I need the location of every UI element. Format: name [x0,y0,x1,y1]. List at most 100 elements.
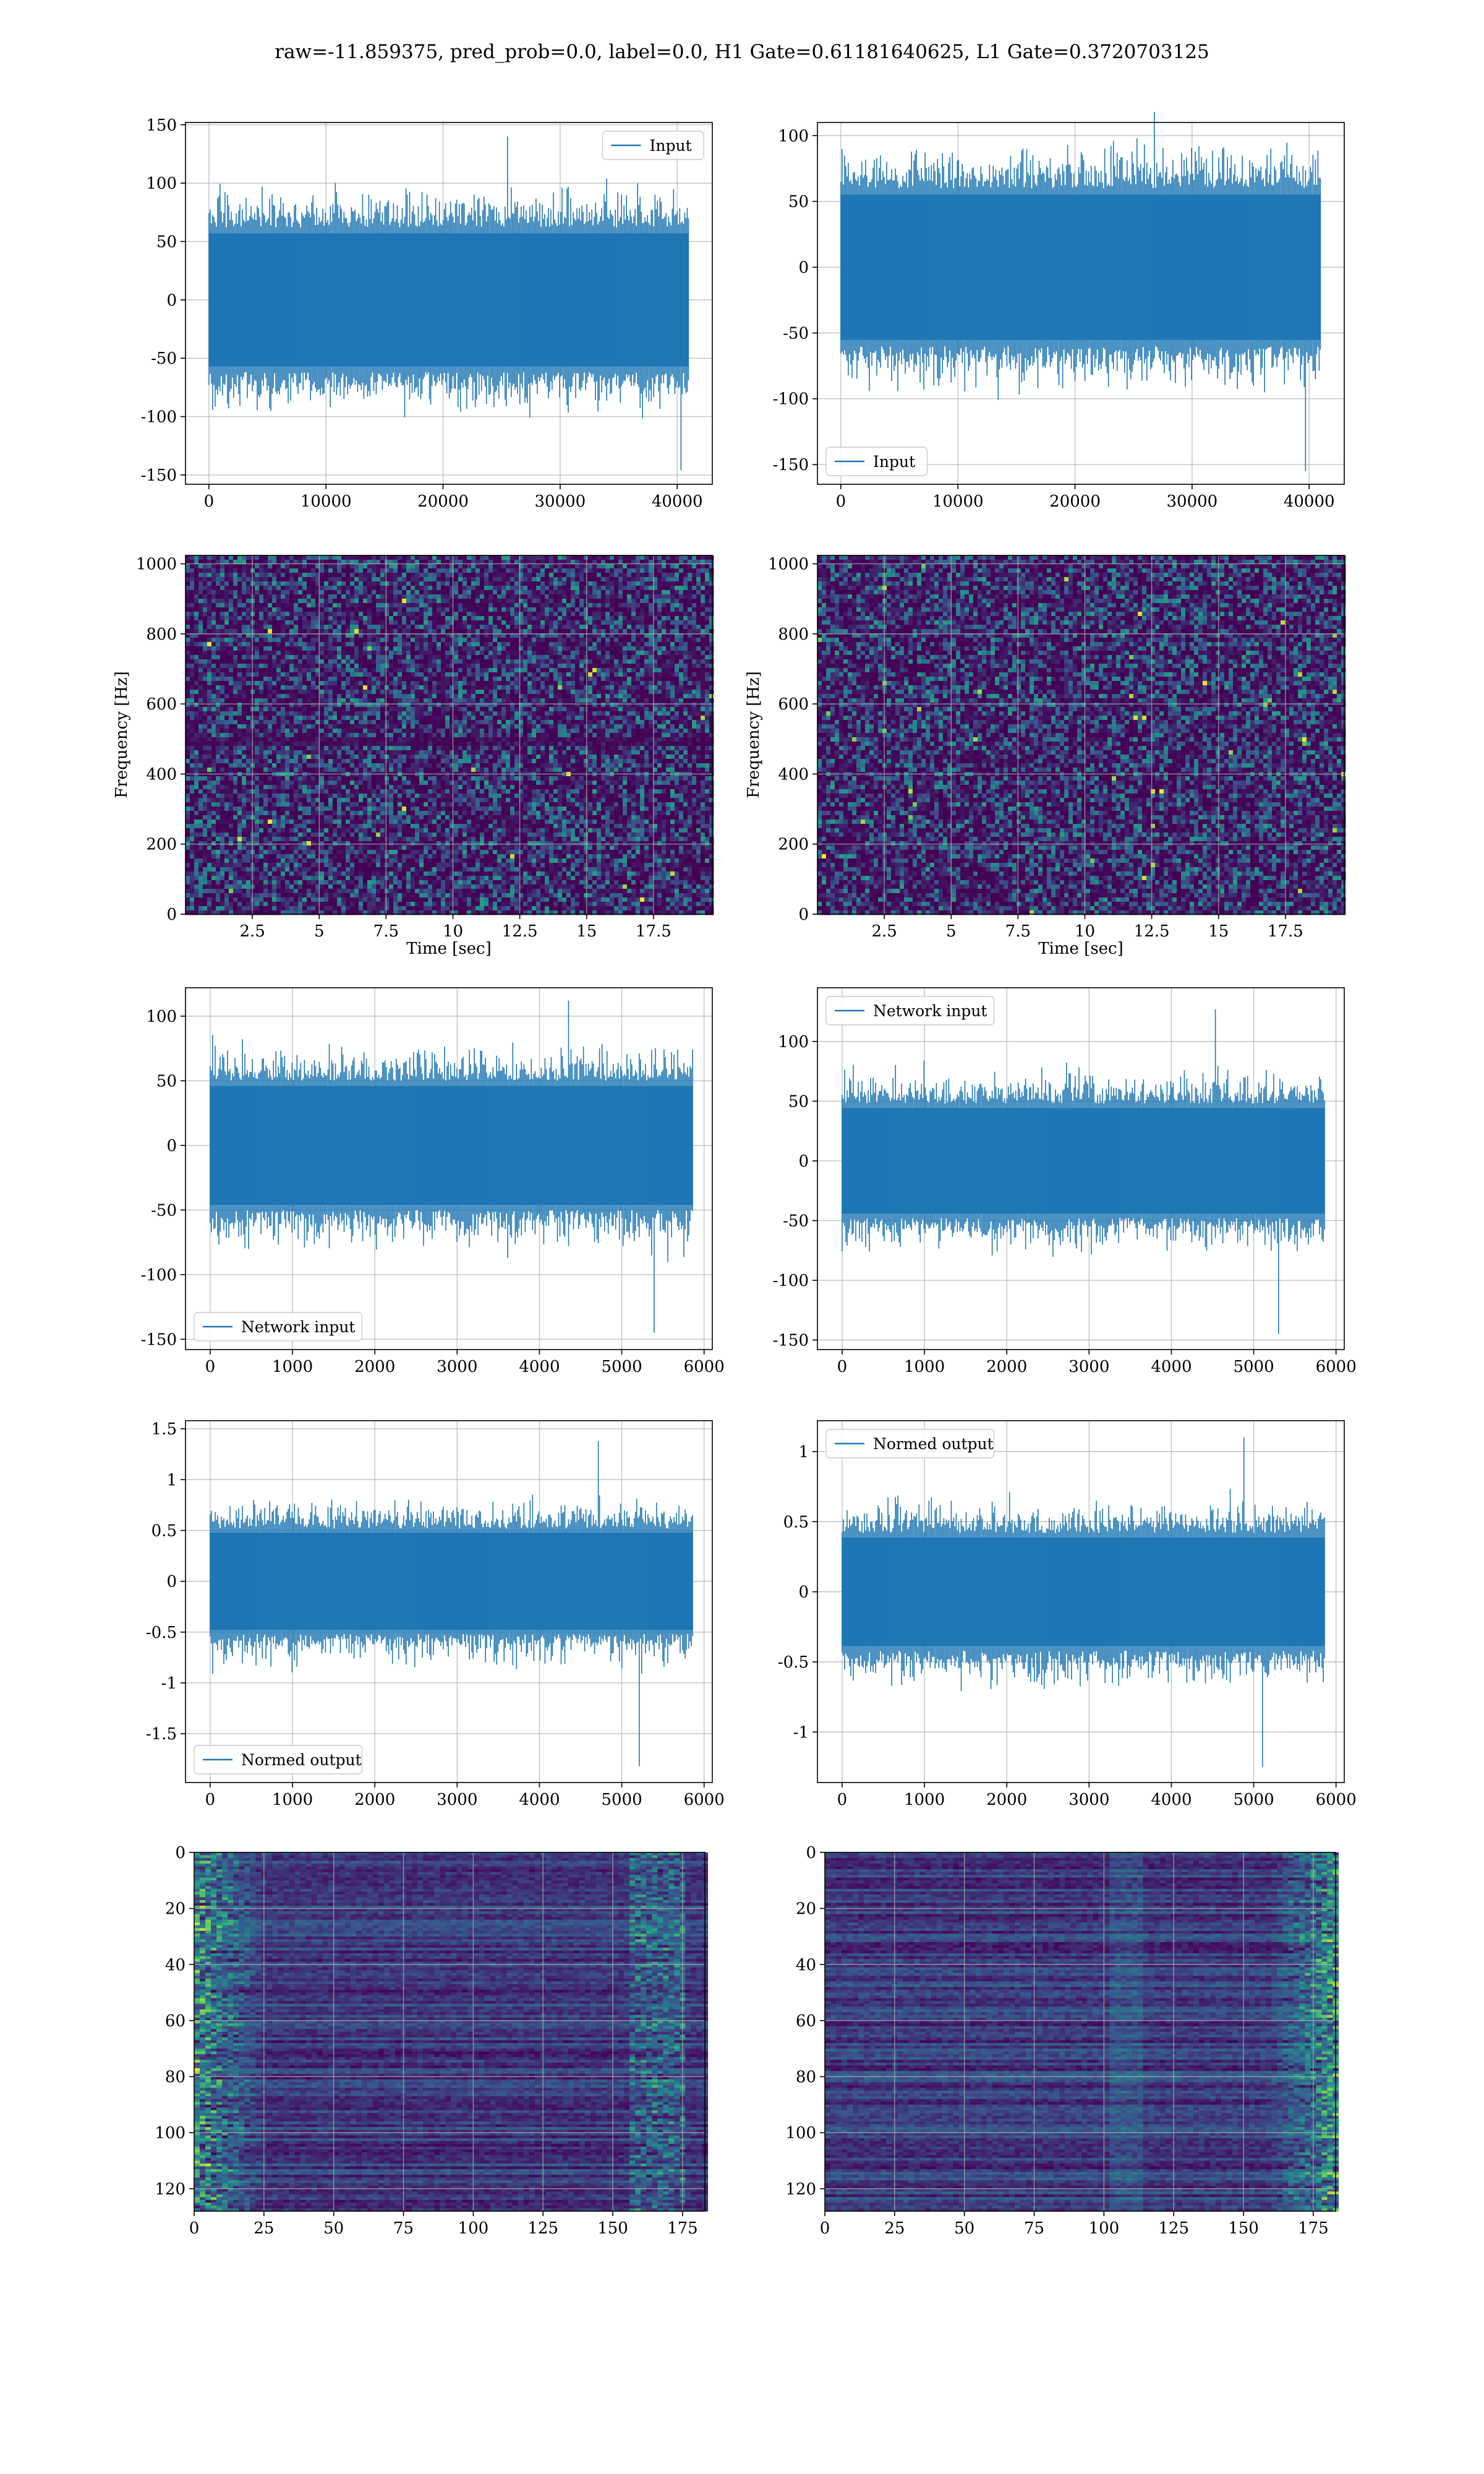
heatmap-cell [623,625,628,630]
heatmap-cell [406,586,411,591]
heatmap-cell [501,677,506,682]
heatmap-cell [289,690,294,695]
heatmap-cell [198,564,203,569]
heatmap-cell [705,603,710,608]
heatmap-cell [359,620,364,625]
y-tick-label: 0 [798,259,809,277]
heatmap-cell [523,638,528,643]
heatmap-cell [415,655,420,660]
heatmap-cell [480,664,485,669]
heatmap-cell [579,573,584,578]
heatmap-cell [463,586,467,591]
heatmap-cell [562,581,567,586]
heatmap-cell [562,672,567,677]
heatmap-cell [636,603,641,608]
heatmap-cell [419,555,424,560]
heatmap-cell [605,581,610,586]
heatmap-cell [367,629,372,634]
heatmap-cell [406,651,411,656]
heatmap-cell [709,638,714,643]
heatmap-cell [566,555,571,560]
heatmap-cell [324,586,329,591]
heatmap-cell [324,685,329,690]
heatmap-cell [211,599,216,604]
heatmap-cell [246,677,251,682]
heatmap-cell [190,664,195,669]
heatmap-cell [242,659,247,664]
heatmap-cell [285,577,290,582]
heatmap-cell [657,603,662,608]
heatmap-cell [298,668,303,673]
heatmap-cell [592,677,597,682]
heatmap-cell [437,599,441,604]
heatmap-cell [484,664,489,669]
heatmap-cell [246,620,251,625]
heatmap-cell [350,681,355,686]
heatmap-cell [419,573,424,578]
heatmap-cell [198,581,203,586]
heatmap-cell [211,629,216,634]
heatmap-cell [393,594,398,599]
heatmap-cell [493,690,498,695]
heatmap-cell [385,573,390,578]
heatmap-cell [289,568,294,573]
heatmap-cell [186,651,190,656]
heatmap-cell [307,616,312,621]
heatmap-cell [584,651,589,656]
heatmap-cell [333,607,338,612]
heatmap-cell [263,638,268,643]
heatmap-cell [493,668,498,673]
heatmap-cell [614,629,619,634]
heatmap-cell [207,629,212,634]
heatmap-cell [618,646,623,651]
heatmap-cell [463,620,467,625]
heatmap-cell [372,603,377,608]
heatmap-cell [709,594,714,599]
heatmap-cell [211,612,216,617]
heatmap-cell [571,664,576,669]
heatmap-cell [527,586,532,591]
heatmap-cell [424,586,429,591]
heatmap-cell [354,690,359,695]
heatmap-cell [324,599,329,604]
heatmap-cell [385,629,390,634]
heatmap-cell [571,555,576,560]
heatmap-cell [376,590,381,595]
heatmap-cell [579,629,584,634]
heatmap-cell [398,672,403,677]
heatmap-cell [237,659,242,664]
heatmap-cell [571,568,576,573]
heatmap-cell [402,577,407,582]
heatmap-cell [216,568,221,573]
heatmap-cell [320,581,325,586]
heatmap-cell [601,612,606,617]
heatmap-cell [683,668,688,673]
heatmap-cell [341,629,346,634]
heatmap-cell [670,672,675,677]
heatmap-cell [190,625,195,630]
heatmap-cell [510,681,515,686]
heatmap-cell [402,681,407,686]
heatmap-cell [242,646,247,651]
heatmap-cell [333,629,338,634]
heatmap-cell [341,568,346,573]
heatmap-cell [636,638,641,643]
heatmap-cell [623,642,628,647]
heatmap-cell [584,612,589,617]
heatmap-cell [527,603,532,608]
heatmap-cell [475,620,480,625]
heatmap-cell [350,564,355,569]
heatmap-cell [389,599,394,604]
heatmap-cell [705,638,710,643]
heatmap-cell [683,655,688,660]
heatmap-cell [640,603,645,608]
heatmap-cell [298,607,303,612]
heatmap-cell [584,659,589,664]
heatmap-cell [367,616,372,621]
heatmap-cell [701,577,706,582]
heatmap-cell [458,651,463,656]
heatmap-cell [259,690,264,695]
heatmap-cell [346,685,351,690]
heatmap-cell [575,642,580,647]
heatmap-cell [532,659,537,664]
